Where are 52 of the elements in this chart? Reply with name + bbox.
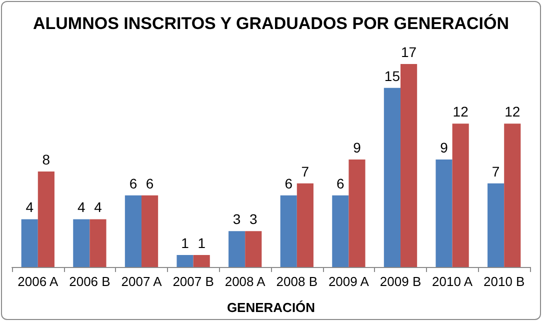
- bar: [142, 195, 158, 267]
- data-label: 7: [492, 163, 500, 180]
- x-tick-label: 2009 A: [328, 274, 370, 289]
- bar: [400, 64, 418, 267]
- data-label: 9: [353, 140, 362, 156]
- bar: [38, 171, 54, 267]
- data-label: 7: [301, 163, 310, 180]
- data-label: 4: [94, 199, 102, 216]
- bar: [436, 160, 452, 267]
- x-tick-label: 2009 B: [380, 274, 422, 289]
- data-label: 12: [504, 104, 520, 120]
- data-label: 6: [146, 175, 154, 192]
- data-label: 1: [181, 235, 190, 252]
- bar: [245, 231, 262, 267]
- x-axis-title: GENERACIÓN: [226, 300, 316, 315]
- x-tick-label: 2010 B: [484, 274, 525, 289]
- x-tick-label: 2006 B: [69, 274, 110, 289]
- x-tick-label: 2006 A: [18, 274, 58, 289]
- data-label: 6: [284, 175, 293, 192]
- data-label: 9: [440, 140, 448, 156]
- x-tick-label: 2007 A: [121, 274, 162, 289]
- data-label: 15: [384, 68, 400, 84]
- data-label: 6: [129, 175, 138, 192]
- data-label: 8: [42, 151, 50, 168]
- bar: [504, 124, 521, 267]
- bar: [348, 160, 366, 267]
- bar: [124, 195, 142, 267]
- chart-title: ALUMNOS INSCRITOS Y GRADUADOS POR GENERACIÓN: [32, 13, 510, 33]
- x-tick-label: 2008 A: [224, 274, 266, 289]
- data-label: 4: [26, 199, 34, 216]
- bar: [21, 219, 38, 267]
- data-label: 12: [452, 104, 469, 120]
- data-label: 4: [78, 199, 86, 216]
- bar: [280, 195, 297, 267]
- data-label: 3: [232, 211, 241, 228]
- data-label: 17: [401, 44, 417, 60]
- bar: [384, 88, 400, 267]
- bar: [332, 195, 349, 267]
- bar: [73, 219, 90, 267]
- x-tick-label: 2010 A: [432, 274, 473, 289]
- bar: [488, 183, 504, 267]
- bar: [228, 231, 246, 267]
- bar: [452, 124, 469, 267]
- bar: [90, 219, 106, 267]
- bar: [176, 255, 194, 267]
- x-tick-label: 2007 B: [172, 274, 214, 289]
- bar: [296, 183, 314, 267]
- bar: [193, 255, 210, 267]
- x-tick-label: 2008 B: [276, 274, 318, 289]
- data-label: 3: [249, 211, 258, 228]
- data-label: 1: [198, 235, 206, 252]
- data-label: 6: [336, 175, 345, 192]
